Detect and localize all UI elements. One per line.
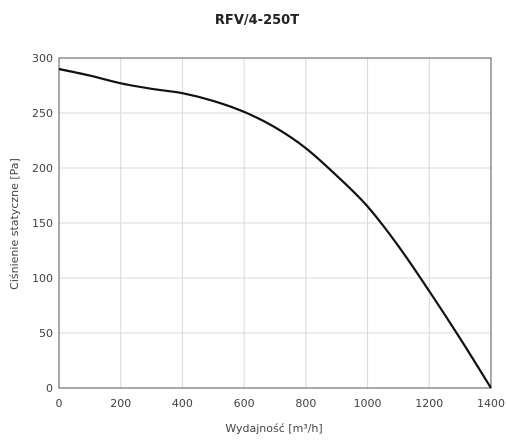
x-tick-label: 800 [295,397,316,410]
y-tick-label: 250 [32,107,53,120]
x-tick-label: 1000 [354,397,382,410]
x-axis-label: Wydajność [m³/h] [225,422,322,435]
y-tick-label: 0 [46,382,53,395]
y-tick-label: 150 [32,217,53,230]
y-tick-label: 100 [32,272,53,285]
x-tick-label: 400 [172,397,193,410]
y-tick-label: 50 [39,327,53,340]
y-axis-ticks: 0 50 100 150 200 250 300 [32,52,53,395]
plot-frame [58,57,492,389]
x-tick-label: 600 [234,397,255,410]
x-axis-ticks: 0 200 400 600 800 1000 1200 1400 [56,397,506,410]
grid-lines [58,57,492,389]
x-tick-label: 1200 [415,397,443,410]
y-tick-label: 300 [32,52,53,65]
x-tick-label: 200 [110,397,131,410]
x-tick-label: 0 [56,397,63,410]
y-tick-label: 200 [32,162,53,175]
x-tick-label: 1400 [477,397,505,410]
pressure-curve [58,67,492,389]
y-axis-label: Ciśnienie statyczne [Pa] [8,158,21,290]
chart-title: RFV/4-250T [215,13,299,28]
